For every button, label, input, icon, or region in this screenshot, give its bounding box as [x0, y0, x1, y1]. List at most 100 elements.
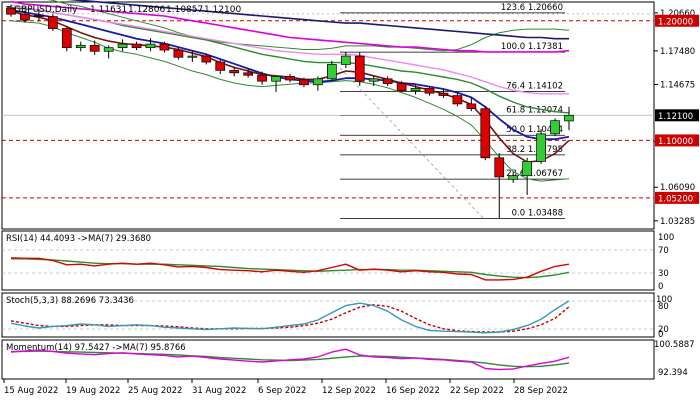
candle-body-bearish [215, 61, 226, 71]
rsi-tick-100: 100 [658, 233, 674, 243]
candle-body-bearish [131, 43, 142, 49]
level-tag-2: 1.05200 [658, 194, 693, 204]
candle-body-bearish [201, 55, 212, 63]
rsi-line [10, 257, 570, 281]
level-tag-2-bg [655, 191, 699, 204]
candle [368, 76, 379, 86]
candle-body-bearish [299, 79, 309, 86]
candles-layer [6, 4, 574, 219]
ohlc-high: 1.12806 [128, 5, 165, 15]
candle [340, 52, 351, 69]
candle-body-bullish [368, 78, 379, 82]
fib-label-0.0: 0.0 1.03488 [512, 208, 563, 218]
collapse-triangle-icon [6, 6, 11, 10]
stoch-tick-80: 80 [658, 302, 669, 312]
candle [257, 71, 267, 85]
candle [6, 4, 16, 17]
candle [89, 40, 100, 55]
candle [131, 41, 142, 51]
fibonacci-layer: 123.6 1.20660 100.0 1.17381 76.4 1.14102 61… [2, 3, 654, 219]
rsi-label: RSI(14) 44.4093 ->MA(7) 29.3680 [6, 234, 151, 244]
ohlc-open: 1.11631 [90, 5, 127, 15]
candle [424, 85, 435, 96]
candle-body-bullish [103, 47, 114, 52]
momentum-panel-frame [1, 339, 655, 380]
candle [396, 81, 407, 92]
chart-header: GBPUSD,Daily 1.11631 1.12806 1.10857 1.1… [6, 5, 241, 15]
price-tick-label: 1.17480 [660, 47, 695, 57]
candle-body-bullish [522, 161, 533, 177]
rsi-tick-0: 0 [658, 282, 663, 292]
candle-body-bearish [159, 43, 170, 51]
candle-body-bearish [34, 15, 44, 17]
level-tag-1-bg [655, 134, 699, 147]
time-tick-label: 16 Sep 2022 [386, 386, 440, 396]
level-tag-1: 1.10000 [658, 137, 693, 147]
ohlc-close: 1.12100 [204, 5, 241, 15]
moving-average-5 [66, 0, 569, 40]
candle [201, 53, 212, 65]
candle-body-bullish [508, 175, 519, 180]
candle [354, 52, 365, 86]
price-tick-label: 1.14675 [660, 80, 695, 90]
price-axis: 1.206601.174801.146751.098901.060901.032… [654, 9, 699, 227]
candle [382, 76, 393, 86]
current-price-tag: 1.12100 [658, 112, 693, 122]
candle-body-bullish [75, 44, 86, 49]
candle-body-bearish [89, 44, 100, 52]
candle-body-bearish [396, 83, 407, 92]
candle [215, 59, 226, 75]
level-tag-0: 1.20000 [658, 17, 693, 27]
candle-body-bearish [285, 76, 295, 81]
candle-body-bearish [466, 103, 477, 110]
time-tick-label: 6 Sep 2022 [258, 386, 306, 396]
candle-body-bullish [564, 114, 574, 122]
candle-body-bearish [424, 88, 435, 94]
fib-label-38.2: 38.2 1.08795 [506, 145, 563, 155]
candle-body-bullish [536, 133, 546, 162]
time-axis: 15 Aug 2022 19 Aug 2022 25 Aug 2022 31 Aug … [3, 379, 568, 396]
candle-body-bearish [354, 55, 365, 82]
candle [243, 69, 253, 78]
momentum-line [10, 348, 570, 371]
price-tick-label: 1.20660 [660, 9, 695, 19]
momentum-tick-low: 92.394 [658, 368, 688, 378]
time-tick-label: 12 Sep 2022 [322, 386, 376, 396]
candle [145, 38, 156, 52]
candle-body-bullish [410, 88, 421, 92]
candle [494, 153, 505, 219]
candle-body-bearish [229, 70, 240, 74]
candle [187, 51, 198, 63]
candle-body-bearish [494, 157, 505, 178]
candle-body-bullish [187, 55, 198, 58]
candle-body-bearish [382, 78, 393, 84]
bollinger-upper [47, 0, 570, 52]
candle-body-bullish [117, 43, 128, 49]
candle [313, 76, 323, 91]
candle [564, 106, 574, 131]
momentum-tick-high: 100.5887 [654, 340, 695, 350]
rsi-ma-line [11, 258, 570, 279]
moving-average-3 [10, 0, 570, 53]
current-price-tag-bg [655, 109, 699, 122]
candle-body-bearish [257, 74, 267, 82]
candle [61, 26, 72, 52]
candle [34, 9, 44, 22]
price-tick-label: 1.06090 [660, 183, 695, 193]
fib-label-100.0: 100.0 1.17381 [501, 42, 563, 52]
candle [271, 76, 281, 92]
candle [75, 41, 86, 52]
candle-body-bearish [438, 92, 449, 96]
time-tick-label: 31 Aug 2022 [192, 386, 246, 396]
time-tick-label: 15 Aug 2022 [4, 386, 58, 396]
candle [438, 89, 449, 98]
candle-body-bearish [61, 28, 72, 49]
price-tick-label: 1.03285 [660, 217, 695, 227]
candle [508, 172, 519, 183]
candle-body-bullish [313, 78, 323, 86]
chart-symbol-label: GBPUSD,Daily [14, 5, 78, 15]
candle [410, 84, 421, 95]
fib-trendline [339, 67, 485, 220]
candle [327, 60, 337, 82]
